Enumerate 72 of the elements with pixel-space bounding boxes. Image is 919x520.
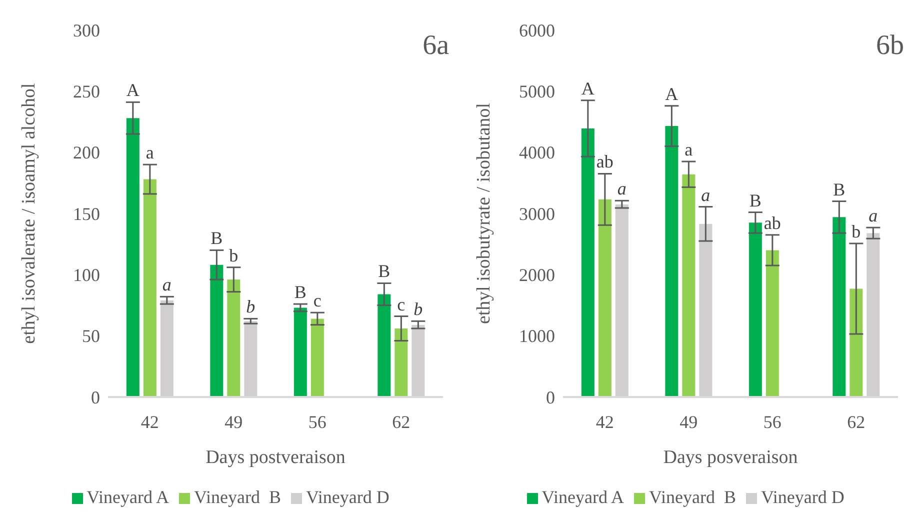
- data-label: B: [210, 228, 223, 248]
- legend-label: Vineyard D: [306, 487, 390, 507]
- legend-label: Vineyard B: [194, 487, 281, 507]
- bar: [227, 280, 240, 397]
- legend-label: Vineyard A: [542, 487, 624, 507]
- data-label: B: [378, 261, 390, 282]
- x-tick-label: 49: [224, 412, 243, 432]
- bar: [850, 288, 863, 397]
- x-tick-label: 56: [308, 412, 326, 432]
- bar: [378, 294, 391, 397]
- x-tick-label: 42: [140, 412, 159, 432]
- chart-title: 6b: [876, 30, 904, 62]
- bar: [598, 199, 612, 397]
- y-axis-title: ethyl isovalerate / isoamyl alcohol: [18, 83, 40, 344]
- x-axis-title: Days posveraison: [663, 447, 798, 468]
- y-tick-label: 0: [546, 387, 555, 408]
- data-label: b: [246, 296, 256, 317]
- bar: [748, 222, 762, 397]
- data-label: A: [126, 80, 140, 100]
- bar: [143, 179, 156, 397]
- legend-label: Vineyard B: [649, 487, 736, 507]
- y-tick-label: 3000: [519, 204, 555, 224]
- bar: [682, 174, 696, 397]
- data-label: a: [868, 206, 878, 226]
- data-label: c: [313, 290, 322, 311]
- bar: [126, 118, 140, 397]
- data-label: a: [701, 184, 710, 205]
- bar: [832, 217, 846, 397]
- bar: [394, 328, 408, 397]
- data-label: a: [162, 274, 172, 295]
- data-label: ab: [596, 152, 614, 172]
- data-label: a: [146, 142, 154, 163]
- data-label: A: [581, 78, 594, 98]
- data-label: B: [749, 190, 762, 210]
- bar: [310, 318, 324, 397]
- bar: [766, 250, 779, 397]
- data-label: ab: [764, 212, 781, 233]
- data-label: B: [294, 282, 306, 302]
- y-axis-title: ethyl isobutyrate / isobutanol: [474, 102, 495, 324]
- bar: [665, 126, 678, 397]
- y-tick-label: 150: [73, 204, 100, 224]
- y-tick-label: 6000: [519, 20, 555, 40]
- bar: [294, 308, 307, 397]
- y-tick-label: 50: [82, 326, 100, 346]
- y-tick-label: 5000: [519, 82, 555, 102]
- data-label: a: [684, 140, 693, 160]
- y-tick-label: 100: [73, 265, 100, 286]
- y-tick-label: 0: [91, 387, 100, 408]
- y-tick-label: 300: [73, 20, 100, 40]
- x-axis-title: Days postveraison: [206, 447, 346, 468]
- bar: [210, 264, 224, 397]
- x-tick-label: 62: [847, 412, 866, 432]
- data-label: c: [397, 294, 406, 314]
- legend-label: Vineyard A: [86, 487, 170, 507]
- data-label: B: [833, 179, 846, 200]
- legend-label: Vineyard D: [760, 487, 844, 507]
- data-label: a: [617, 178, 626, 199]
- y-tick-label: 200: [73, 142, 100, 163]
- chart-title: 6a: [422, 30, 449, 62]
- x-tick-label: 62: [392, 412, 410, 432]
- x-tick-label: 56: [763, 412, 782, 432]
- y-tick-label: 250: [73, 82, 100, 102]
- x-tick-label: 49: [680, 412, 698, 432]
- x-tick-label: 42: [596, 412, 614, 432]
- data-label: A: [665, 84, 678, 104]
- bar: [581, 128, 594, 397]
- y-tick-label: 4000: [519, 142, 555, 163]
- y-tick-label: 2000: [519, 265, 555, 286]
- y-tick-label: 1000: [519, 326, 555, 346]
- data-label: b: [852, 221, 861, 242]
- data-label: b: [229, 245, 238, 266]
- data-label: b: [414, 299, 423, 320]
